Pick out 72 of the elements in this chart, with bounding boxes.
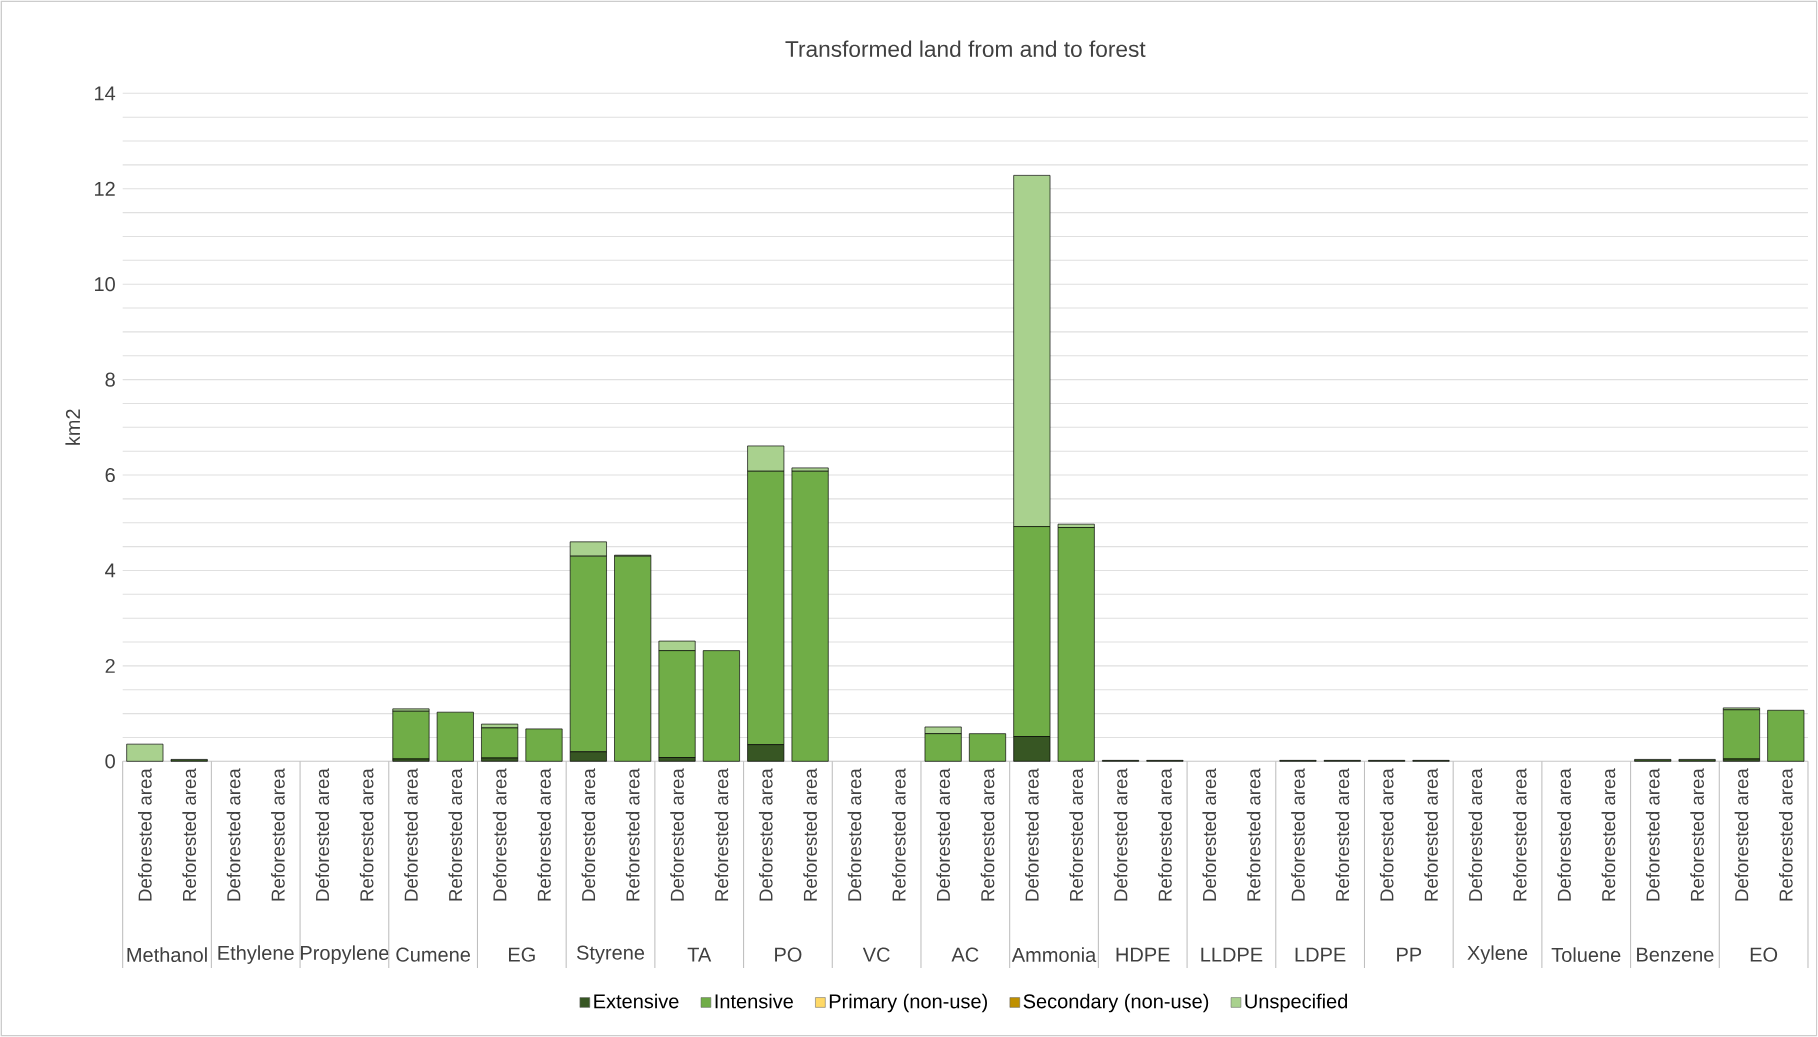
text: PP (1397, 947, 1422, 962)
x-tick-label: Deforested area (936, 768, 951, 901)
y-tick-label: 2 (105, 658, 115, 673)
x-tick-label: Reforested area (803, 768, 817, 901)
legend-label: Intensive (715, 993, 793, 1009)
x-tick-label: Deforested area (492, 768, 507, 901)
x-tick-label: Reforested area (1778, 768, 1793, 901)
x-tick-label: Reforested area (271, 768, 285, 901)
x-tick-label: Deforested area (670, 768, 684, 901)
x-tick-label: Deforested area (1113, 768, 1128, 901)
text: Xylene (1467, 945, 1528, 964)
x-tick-label: Reforested area (537, 768, 551, 901)
x-tick-label: Deforested area (1645, 768, 1660, 901)
x-tick-label: Deforested area (1025, 768, 1039, 901)
text: LLDPE (1201, 947, 1263, 962)
text: AC (951, 947, 979, 962)
x-tick-label: Deforested area (1202, 768, 1217, 901)
x-tick-label: Deforested area (226, 768, 241, 901)
x-tick-label: Reforested area (1601, 768, 1616, 901)
x-tick-label: Reforested area (359, 768, 374, 901)
y-tick-label: 8 (105, 372, 115, 387)
legend-label: Extensive (594, 993, 679, 1009)
legend-label: Primary (non-use) (829, 993, 987, 1013)
y-tick-label: 0 (105, 754, 115, 769)
text: Styrene (576, 945, 645, 964)
legend-label: Unspecified (1245, 993, 1348, 1013)
y-tick-label: 4 (105, 563, 116, 578)
text: TA (687, 947, 712, 962)
x-tick-label: Reforested area (1158, 768, 1172, 901)
text: Propylene (301, 945, 389, 964)
y-tick-label: 6 (105, 467, 115, 483)
text: HDPE (1116, 947, 1170, 962)
text: Methanol (127, 947, 207, 962)
text: EO (1750, 947, 1778, 962)
x-tick-label: Deforested area (1557, 768, 1571, 901)
x-tick-label: Deforested area (315, 768, 330, 901)
x-tick-label: Deforested area (404, 768, 418, 901)
x-tick-label: Deforested area (1468, 768, 1483, 901)
x-tick-label: Reforested area (625, 768, 640, 901)
x-tick-label: Reforested area (714, 768, 729, 901)
legend-label: Secondary (non-use) (1023, 993, 1209, 1013)
x-tick-label: Reforested area (980, 768, 995, 901)
x-tick-label: Deforested area (581, 768, 596, 901)
x-tick-label: Deforested area (758, 768, 773, 901)
text: LDPE (1295, 947, 1346, 962)
x-tick-label: Reforested area (1424, 768, 1438, 901)
x-tick-label: Deforested area (847, 768, 862, 901)
chart-title: Transformed land from and to forest (785, 40, 1146, 58)
text: Ethylene (218, 945, 294, 964)
text: Cumene (396, 947, 471, 962)
x-tick-label: Reforested area (1335, 768, 1350, 901)
x-tick-label: Deforested area (1379, 768, 1394, 901)
x-tick-label: Deforested area (137, 768, 152, 901)
x-tick-label: Reforested area (1069, 768, 1084, 901)
x-tick-label: Reforested area (182, 768, 197, 901)
x-tick-label: Deforested area (1291, 768, 1305, 901)
x-tick-label: Reforested area (891, 768, 906, 901)
text: PO (775, 947, 802, 962)
x-tick-label: Reforested area (1690, 768, 1704, 901)
x-tick-label: Deforested area (1734, 768, 1749, 901)
text: Benzene (1637, 947, 1714, 962)
y-tick-label: 12 (95, 181, 115, 196)
y-axis-title: km2 (65, 409, 80, 445)
x-tick-label: Reforested area (448, 768, 463, 901)
x-tick-label: Reforested area (1512, 768, 1527, 901)
text: EG (509, 947, 535, 962)
y-tick-label: 10 (95, 277, 115, 292)
text: Toluene (1551, 947, 1621, 962)
text: Ammonia (1011, 947, 1097, 962)
text: VC (862, 947, 890, 962)
x-tick-label: Reforested area (1246, 768, 1261, 901)
y-tick-label: 14 (95, 86, 116, 101)
